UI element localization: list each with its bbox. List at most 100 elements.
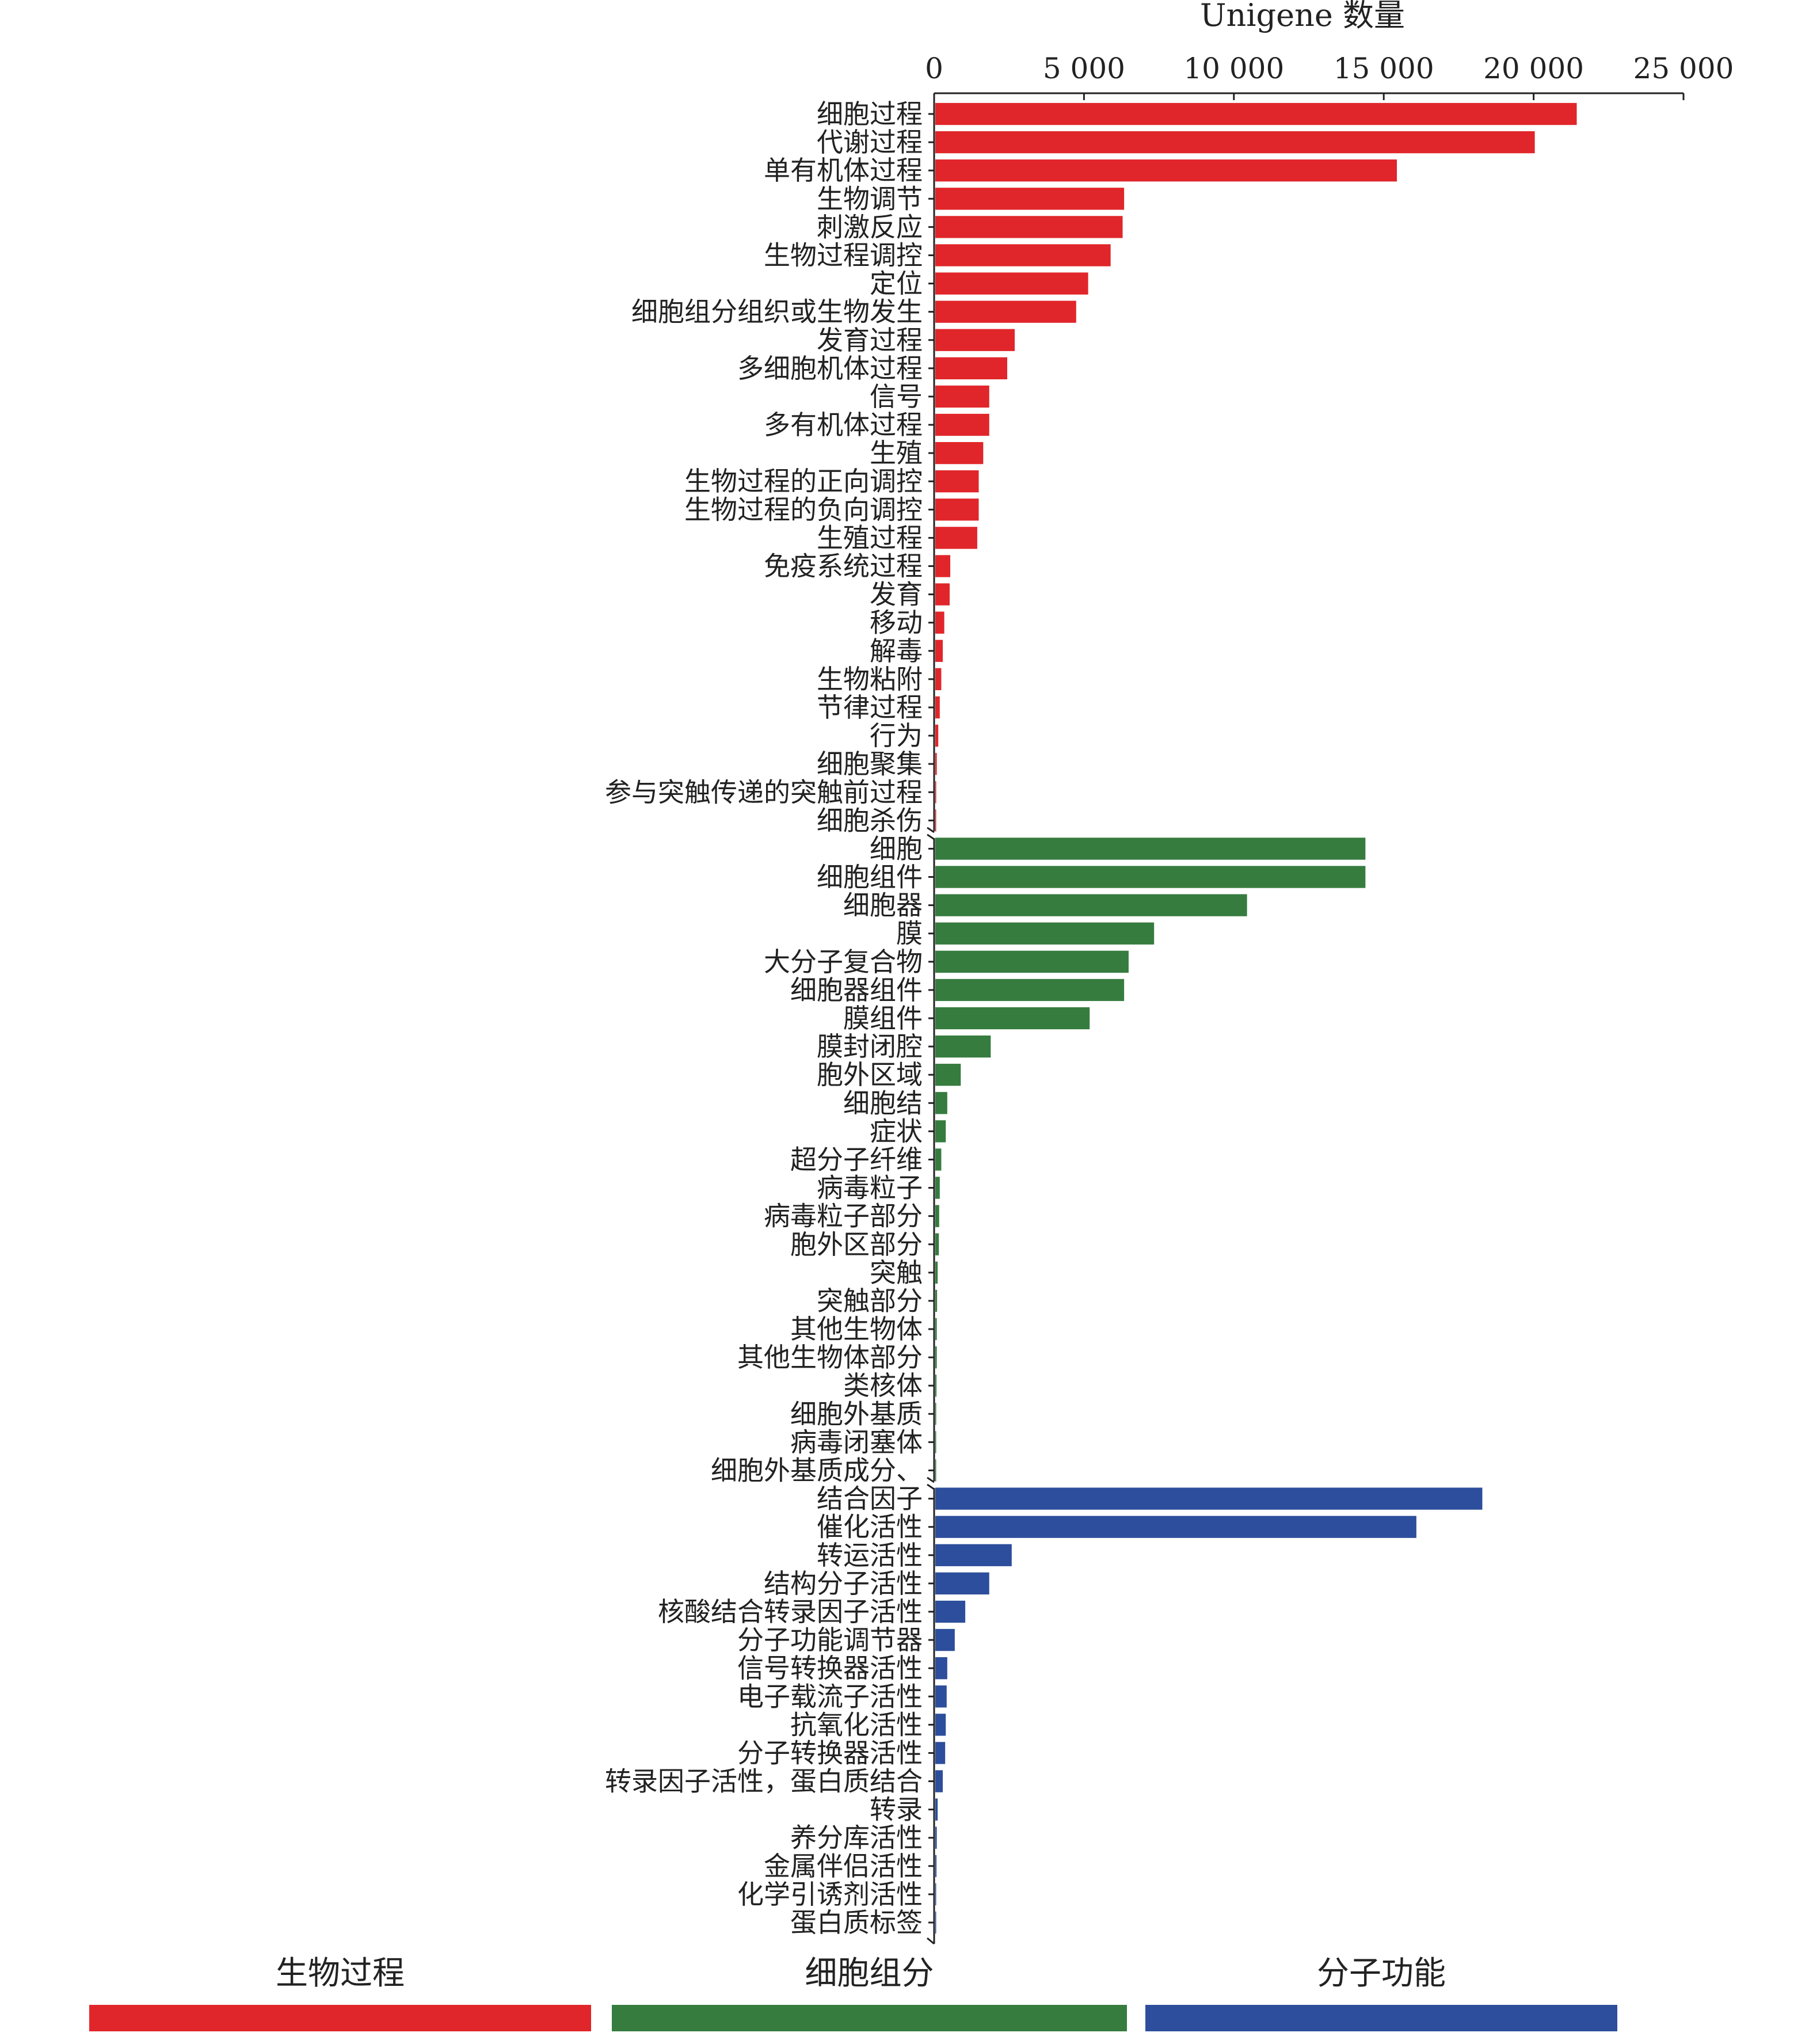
category-label: 细胞外基质 [790,1398,923,1429]
category-label: 细胞外基质成分、 [711,1455,923,1486]
bar [935,1883,936,1906]
category-label: 分子转换器活性 [737,1737,923,1768]
x-tick-label: 5 000 [1043,52,1125,85]
category-label: 膜封闭腔 [817,1031,923,1062]
x-tick-label: 15 000 [1334,52,1434,85]
category-label: 核酸结合转录因子活性 [658,1596,923,1627]
x-tick-label: 10 000 [1183,52,1284,85]
legend-swatch [89,2005,591,2031]
category-label: 生物粘附 [817,664,923,695]
category-label: 解毒 [870,635,923,667]
bar [935,131,1535,154]
bar [935,1572,989,1595]
bar [935,809,936,832]
y-axis-end [927,1937,935,1945]
bar [935,640,943,662]
bar [935,866,1366,888]
legend-label: 生物过程 [276,1955,405,1992]
bar [935,300,1076,323]
category-label: 转录因子活性，蛋白质结合 [605,1766,923,1797]
category-label: 移动 [870,607,923,638]
bar [935,781,936,804]
y-axis [927,93,935,1945]
legend-swatch [612,2005,1127,2031]
bar [935,527,977,549]
category-label: 细胞组件 [817,862,923,893]
bar [935,1657,947,1680]
category-label: 其他生物体 [790,1314,923,1345]
bar [935,1855,937,1877]
bar [935,1798,938,1821]
bar [935,950,1129,973]
category-label: 发育过程 [817,325,923,356]
category-label: 突触部分 [817,1285,923,1316]
category-label: 病毒粒子 [817,1173,923,1204]
category-label: 结合因子 [817,1483,923,1514]
category-label: 刺激反应 [817,211,923,242]
category-label: 胞外区域 [817,1059,923,1090]
bar [935,441,984,465]
category-label: 细胞组分组织或生物发生 [631,296,923,328]
category-label: 电子载流子活性 [737,1681,923,1712]
category-label: 蛋白质标签 [790,1907,923,1938]
bar [935,724,939,747]
category-label: 细胞器 [843,890,923,921]
category-label: 转录 [870,1794,923,1825]
bar [935,413,989,436]
category-label: 细胞 [870,833,923,864]
category-label: 症状 [870,1116,923,1147]
category-label: 养分库活性 [790,1822,923,1853]
category-label: 大分子复合物 [764,946,923,977]
bar [935,1064,961,1086]
bar [935,1544,1012,1566]
category-label: 信号转换器活性 [737,1653,923,1684]
category-labels: 细胞过程代谢过程单有机体过程生物调节刺激反应生物过程调控定位细胞组分组织或生物发… [605,98,923,1938]
x-tick-label: 25 000 [1633,52,1734,85]
bar [935,668,942,691]
category-label: 生物过程的正向调控 [684,466,923,497]
bar [935,753,937,775]
category-label: 病毒闭塞体 [790,1426,923,1457]
legend-label: 细胞组分 [805,1955,934,1992]
legend: 生物过程 细胞组分 分子功能 [89,1955,1617,2031]
bar [935,1459,936,1482]
bar [935,1770,943,1792]
bar [935,1685,947,1708]
category-label: 细胞结 [843,1087,923,1118]
bar [935,1742,946,1764]
bar [935,357,1007,379]
bars [935,102,1577,1934]
bar [935,1516,1416,1538]
bar [935,1826,937,1849]
category-label: 参与突触传递的突触前过程 [605,777,923,808]
bar [935,1035,991,1058]
bar [935,188,1125,210]
category-label: 生物过程的负向调控 [684,494,923,525]
bar [935,1600,966,1623]
category-label: 多细胞机体过程 [737,353,923,384]
category-label: 分子功能调节器 [737,1624,923,1655]
bar [935,696,940,719]
bar [935,1375,937,1397]
bar [935,583,950,606]
category-label: 细胞过程 [817,98,923,130]
bar [935,216,1123,238]
bar [935,1148,942,1171]
bar [935,498,979,521]
category-label: 膜组件 [843,1003,923,1034]
category-label: 化学引诱剂活性 [737,1879,923,1910]
category-label: 行为 [870,720,923,751]
bar [935,1431,936,1453]
category-label: 金属伴侣活性 [764,1851,923,1882]
bar [935,470,979,493]
bar [935,922,1155,945]
bar [935,979,1125,1002]
category-label: 病毒粒子部分 [764,1201,923,1232]
category-label: 多有机体过程 [764,409,923,440]
category-label: 膜 [896,918,923,949]
x-axis-title: Unigene 数量 [1200,0,1405,33]
x-tick-label: 20 000 [1483,52,1584,85]
category-label: 其他生物体部分 [737,1342,923,1373]
bar [935,1628,955,1651]
